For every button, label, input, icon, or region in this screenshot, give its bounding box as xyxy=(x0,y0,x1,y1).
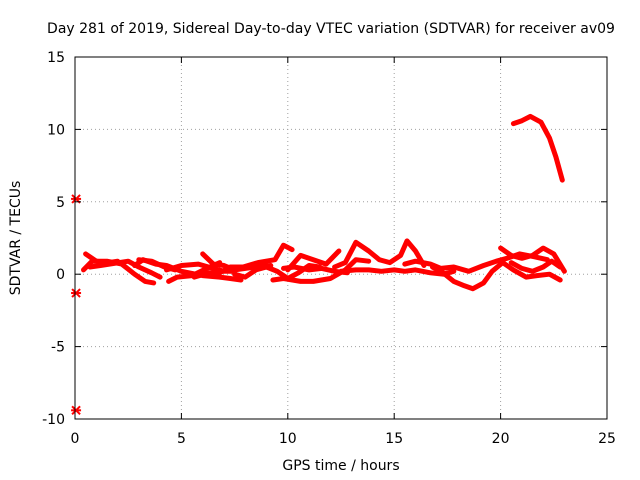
series-line-sat-m xyxy=(285,248,342,273)
y-tick-label: -10 xyxy=(42,412,65,428)
series-line-sat-s xyxy=(508,258,563,274)
series-line-sat-p xyxy=(402,251,550,274)
x-tick-label: 10 xyxy=(279,431,297,447)
x-tick-label: 25 xyxy=(598,431,616,447)
x-tick-label: 0 xyxy=(71,431,80,447)
series-line-sat-q xyxy=(430,260,563,292)
x-axis-label: GPS time / hours xyxy=(282,458,399,474)
series-line-sat-n xyxy=(332,238,427,270)
series-line-sat-l xyxy=(270,257,372,284)
y-tick-label: 10 xyxy=(47,122,65,138)
grid-lines xyxy=(74,56,608,420)
x-tick-label: 20 xyxy=(492,431,510,447)
x-tick-label: 15 xyxy=(385,431,403,447)
series-line-sat-r xyxy=(498,245,567,274)
chart-title: Day 281 of 2019, Sidereal Day-to-day VTE… xyxy=(47,21,615,37)
series-line-sat-o xyxy=(338,267,457,277)
series-line-sat-i xyxy=(200,251,274,273)
axis-ticks: 0 5 10 15 20 25 -10 -5 0 5 10 15 xyxy=(42,50,616,447)
series-line-sat-t xyxy=(510,113,565,183)
isolated-point xyxy=(71,288,82,298)
isolated-points xyxy=(71,194,82,416)
series-line-sat-g xyxy=(166,260,223,284)
x-tick-label: 5 xyxy=(177,431,186,447)
isolated-point xyxy=(71,405,82,416)
y-tick-label: 15 xyxy=(47,50,65,66)
data-series xyxy=(81,113,567,292)
y-tick-label: 5 xyxy=(56,195,65,211)
y-tick-label: -5 xyxy=(51,340,65,356)
plot-frame xyxy=(74,56,608,420)
y-tick-label: 0 xyxy=(56,267,65,283)
y-axis-label: SDTVAR / TECUs xyxy=(8,181,24,296)
